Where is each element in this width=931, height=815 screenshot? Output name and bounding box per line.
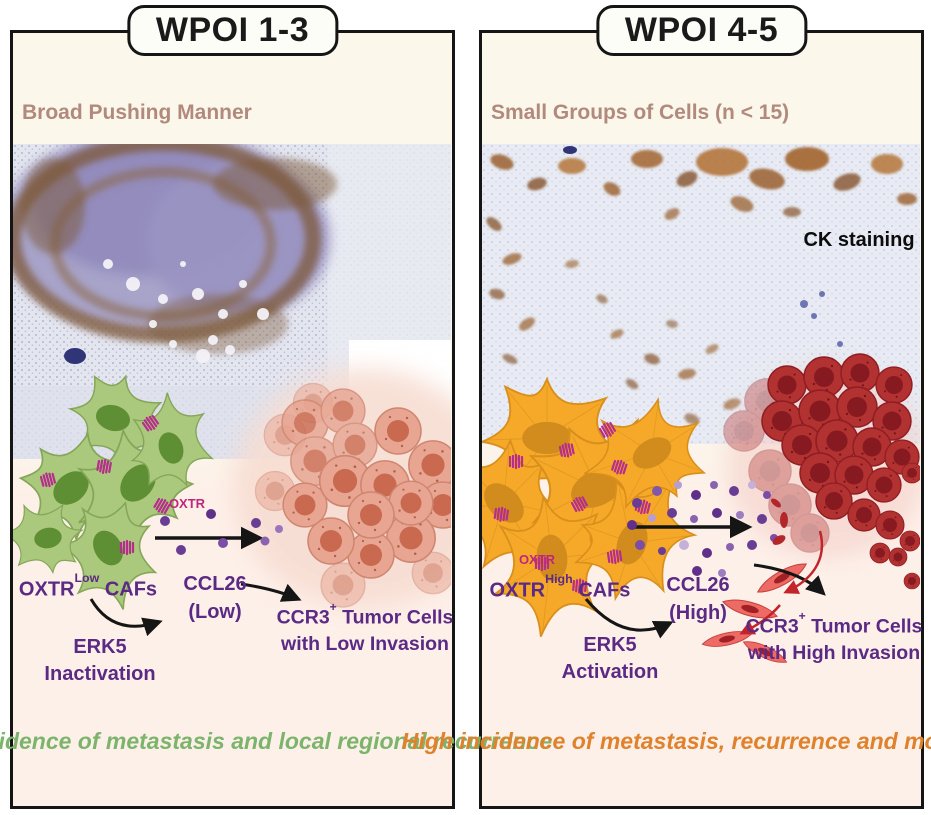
erk5-inactivation-arrow (89, 598, 163, 637)
wpoi-4-5-panel: WPOI 4-5 Small Groups of Cells (n < 15) (402, 5, 931, 809)
ccl26-label: CCL26 (High) (666, 574, 730, 624)
ccl26-dots-low (160, 509, 283, 555)
right-illustration (482, 353, 920, 668)
panel-title-wpoi-1-3: WPOI 1-3 (126, 5, 339, 56)
red-cell-fragments (771, 498, 788, 545)
outcome-text-high: High incidence of metastasis, recurrence… (401, 728, 931, 754)
dense-nuclei-blob (563, 146, 577, 154)
ccl26-to-ccr3-arrow (240, 582, 302, 602)
erk5-label: ERK5 Inactivation (44, 636, 156, 685)
left-illustration (13, 363, 451, 637)
tissue-gland-holes (103, 259, 269, 363)
oxtr-label: OXTR (518, 552, 556, 567)
panel-subtitle-broad-pushing: Broad Pushing Manner (22, 101, 252, 124)
erk5-activation-arrow (584, 598, 674, 639)
panel-title-wpoi-4-5: WPOI 4-5 (595, 5, 808, 56)
outcome-text-low: Low incidence of metastasis and local re… (0, 728, 553, 754)
caf-name-label: OXTRHigh CAFs (489, 572, 631, 602)
ccl26-to-ccr3-arrow (753, 563, 826, 596)
ck-staining-label: CK staining (803, 229, 915, 251)
ccr3-label: CCR3+ Tumor Cells with High Invasion (745, 608, 923, 664)
tumor-mass-brown-staining (13, 144, 337, 354)
wpoi-1-3-panel: WPOI 1-3 Broad Pushing Manner (0, 5, 552, 809)
stray-nuclei-dots (800, 291, 843, 347)
oxtr-label: OXTR (168, 496, 206, 511)
panel-subtitle-small-groups: Small Groups of Cells (n < 15) (491, 101, 790, 124)
caf-name-label: OXTRLow CAFs (18, 571, 158, 601)
dense-nuclei-blob (64, 348, 86, 364)
ccl26-label: CCL26 (Low) (183, 573, 247, 623)
erk5-label: ERK5 Activation (561, 634, 659, 683)
ck-positive-small-groups (486, 147, 917, 425)
emt-dissemination-arrow (739, 604, 781, 635)
emt-dissemination-arrow (783, 530, 824, 594)
ccr3-label: CCR3+ Tumor Cells with Low Invasion (276, 599, 454, 655)
